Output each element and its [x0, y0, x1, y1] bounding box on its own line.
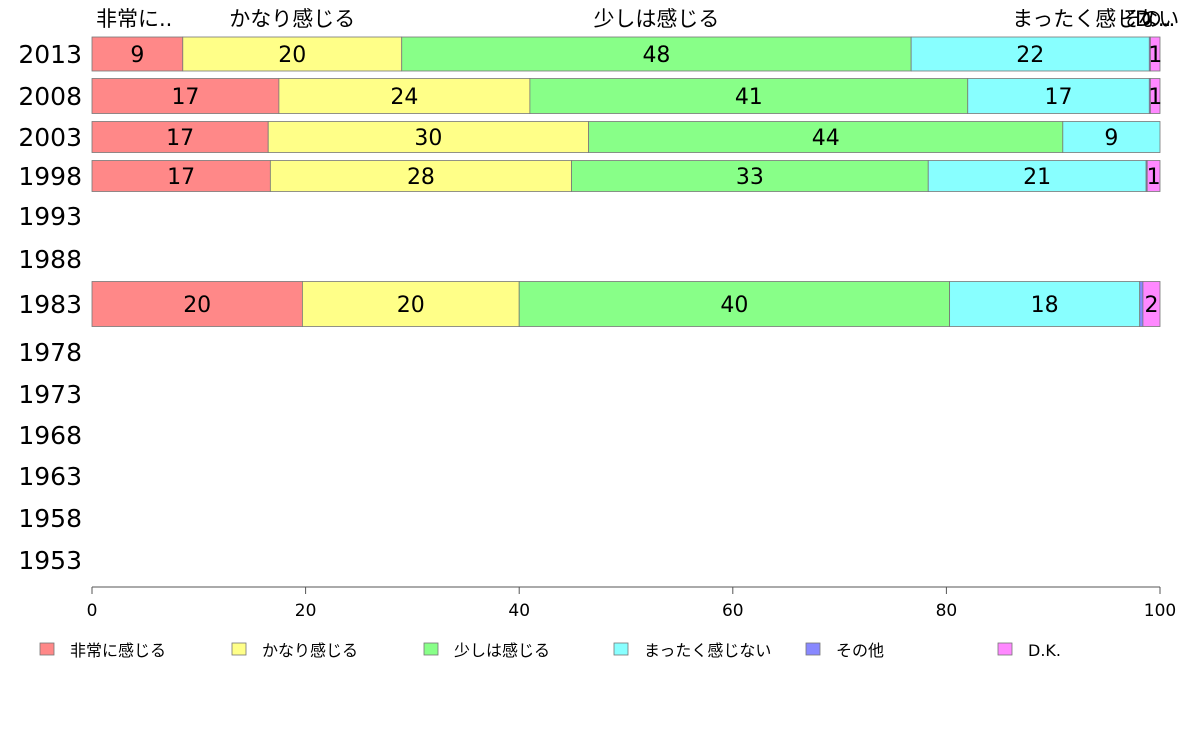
bar-segment — [269, 160, 572, 192]
x-tick-label: 80 — [936, 601, 958, 621]
legend-swatch — [613, 642, 629, 656]
bar-segment — [1149, 36, 1161, 72]
year-label: 1978 — [18, 338, 82, 367]
segment-value-label: 1 — [1148, 43, 1162, 68]
legend-swatch — [423, 642, 439, 656]
segment-value-label: 40 — [720, 293, 748, 318]
segment-value-label: 22 — [1016, 43, 1044, 68]
year-label: 2013 — [18, 40, 82, 69]
bar-segment — [278, 78, 531, 114]
legend-label: かなり感じる — [262, 641, 358, 660]
segment-value-label: 17 — [171, 85, 199, 110]
bar-segment — [91, 160, 271, 192]
legend-swatch — [805, 642, 821, 656]
segment-value-label: 1 — [1148, 85, 1162, 110]
x-tick-label: 0 — [87, 601, 98, 621]
segment-value-label: 2 — [1144, 293, 1158, 318]
series-top-label: 少しは感じる — [593, 7, 719, 31]
bar-segment — [910, 36, 1150, 72]
legend-label: その他 — [836, 641, 884, 660]
year-label: 1973 — [18, 380, 82, 409]
segment-value-label: 30 — [414, 126, 442, 151]
x-tick-label: 60 — [722, 601, 744, 621]
segment-value-label: 44 — [812, 126, 840, 151]
legend-swatch — [231, 642, 247, 656]
bar-segment — [927, 160, 1147, 192]
bar-segment — [182, 36, 403, 72]
year-label: 2003 — [18, 123, 82, 152]
year-label: 1968 — [18, 421, 82, 450]
bar-segment — [949, 281, 1141, 327]
segment-value-label: 17 — [166, 126, 194, 151]
bar-segment — [301, 281, 520, 327]
segment-value-label: 18 — [1031, 293, 1059, 318]
segment-value-label: 9 — [1104, 126, 1118, 151]
segment-value-label: 17 — [167, 165, 195, 190]
year-label: 1953 — [18, 546, 82, 575]
x-tick-label: 40 — [508, 601, 530, 621]
bar-segment — [588, 121, 1064, 153]
series-top-label: まったく感じない — [1012, 7, 1179, 31]
year-label: 1983 — [18, 290, 82, 319]
year-label: 1963 — [18, 462, 82, 491]
bar-segment — [1146, 160, 1161, 192]
legend-swatch — [39, 642, 55, 656]
bar-segment — [571, 160, 929, 192]
x-tick-label: 100 — [1144, 601, 1176, 621]
bar-segment — [1139, 281, 1144, 327]
bar-segment — [401, 36, 912, 72]
bar-segment — [91, 36, 184, 72]
legend-label: 少しは感じる — [454, 641, 550, 660]
segment-value-label: 21 — [1023, 165, 1051, 190]
segment-value-label: 48 — [642, 43, 670, 68]
series-top-label: 非常に.. — [96, 7, 172, 31]
legend-label: D.K. — [1028, 641, 1061, 660]
bar-segment — [967, 78, 1150, 114]
legend-swatch — [997, 642, 1013, 656]
segment-value-label: 28 — [407, 165, 435, 190]
segment-value-label: 1 — [1147, 165, 1161, 190]
year-label: 2008 — [18, 82, 82, 111]
bar-segment — [91, 78, 280, 114]
legend-label: 非常に感じる — [70, 641, 166, 660]
segment-value-label: 17 — [1045, 85, 1073, 110]
bar-segment — [91, 281, 303, 327]
series-top-label: かなり感じる — [229, 7, 355, 31]
year-label: 1988 — [18, 245, 82, 274]
segment-value-label: 33 — [736, 165, 764, 190]
bar-segment — [267, 121, 590, 153]
segment-value-label: 41 — [735, 85, 763, 110]
year-label: 1958 — [18, 504, 82, 533]
segment-value-label: 24 — [390, 85, 418, 110]
bar-segment — [529, 78, 969, 114]
bar-segment — [1062, 121, 1161, 153]
x-tick-label: 20 — [295, 601, 317, 621]
segment-value-label: 9 — [130, 43, 144, 68]
series-top-label: その.. — [1120, 7, 1175, 31]
segment-value-label: 20 — [183, 293, 211, 318]
segment-value-label: 20 — [397, 293, 425, 318]
segment-value-label: 20 — [278, 43, 306, 68]
bar-segment — [518, 281, 951, 327]
bar-segment — [1142, 281, 1161, 327]
bar-segment — [1149, 78, 1161, 114]
series-top-label: D... — [1135, 7, 1171, 31]
year-label: 1998 — [18, 162, 82, 191]
legend-label: まったく感じない — [644, 641, 771, 660]
year-label: 1993 — [18, 202, 82, 231]
